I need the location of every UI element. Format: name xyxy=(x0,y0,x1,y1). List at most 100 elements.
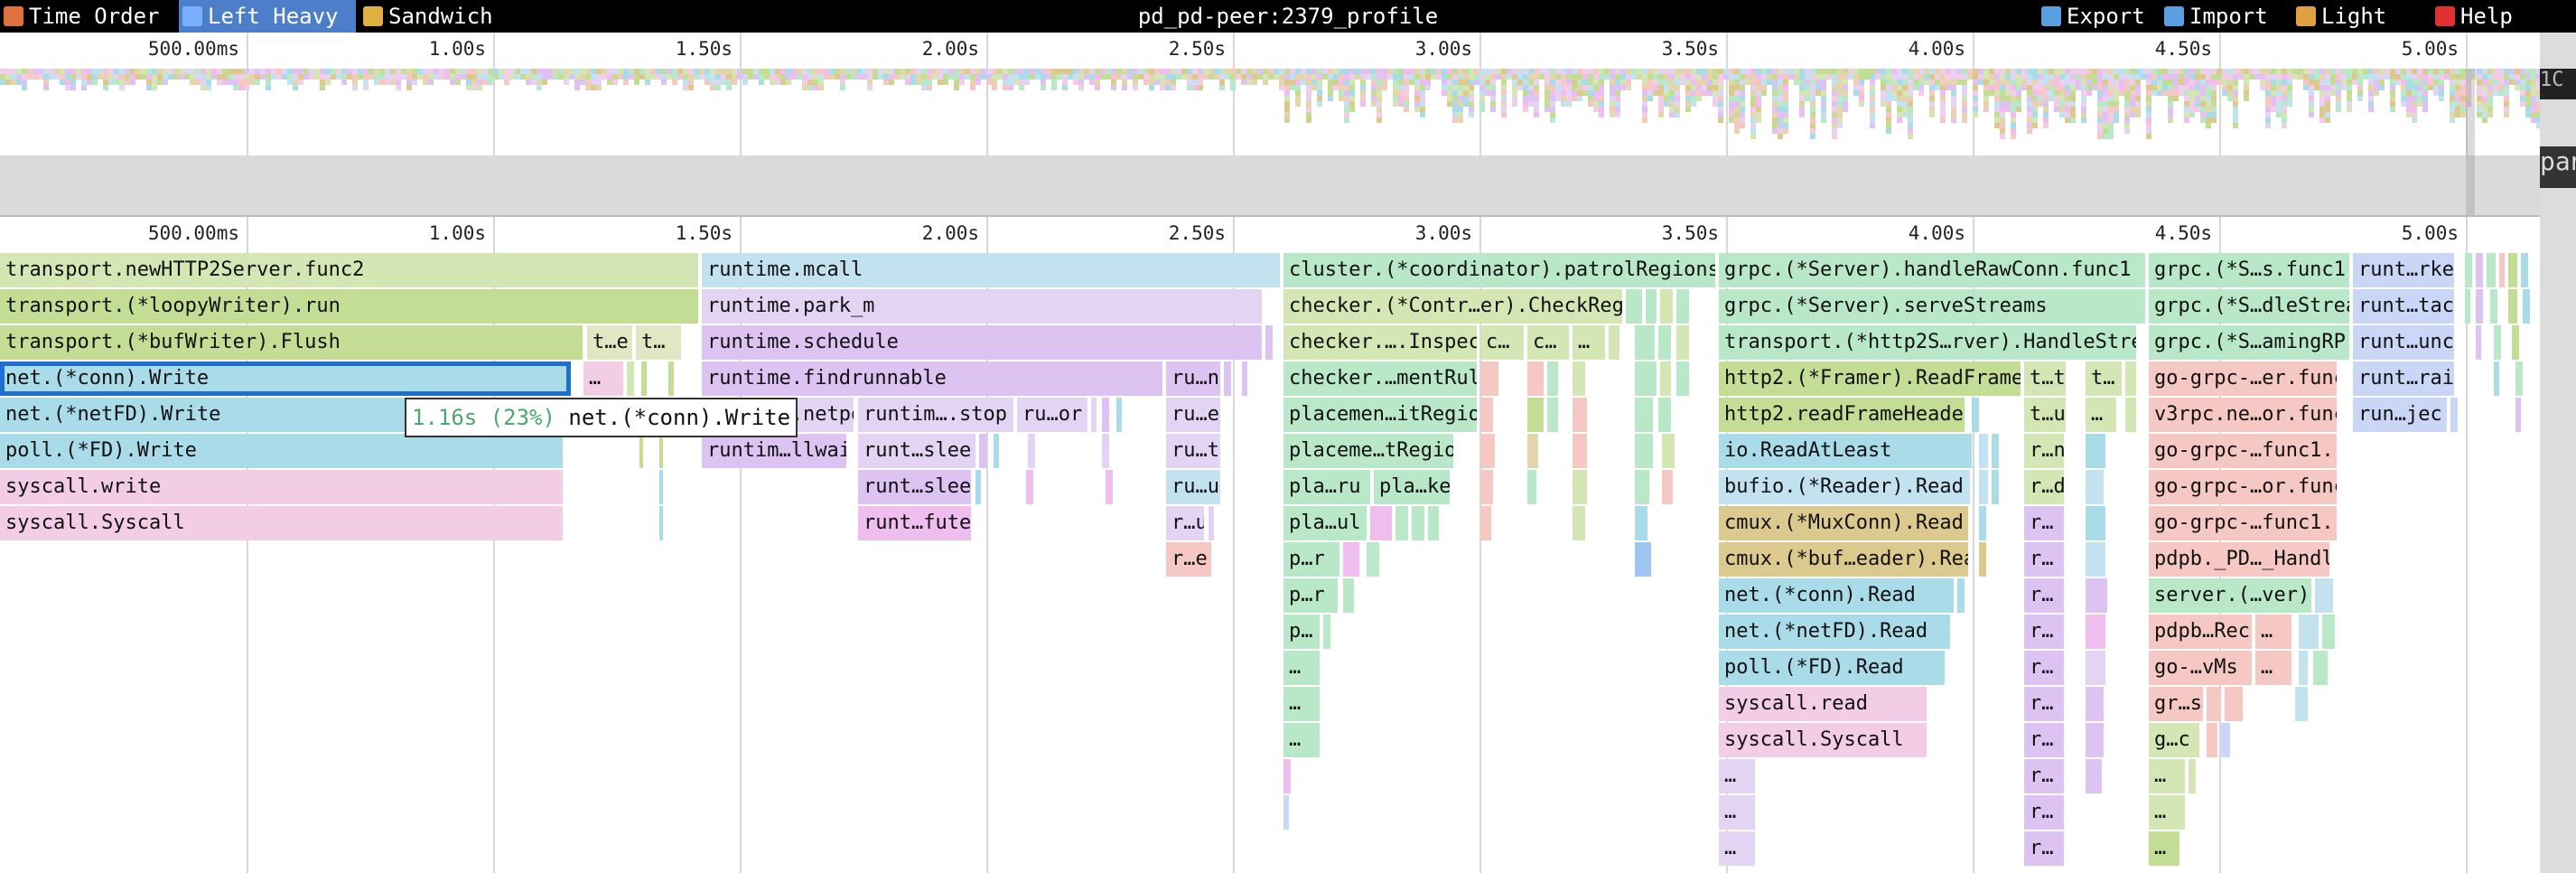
flame-frame[interactable]: pdpb._PD…_Handle xyxy=(2149,542,2329,577)
flame-frame[interactable]: grpc.(*Server).handleRawConn.func1 xyxy=(1719,253,2145,287)
flame-sliver[interactable] xyxy=(1676,289,1689,324)
flame-sliver[interactable] xyxy=(2086,759,2102,793)
flame-frame[interactable]: r… xyxy=(2024,615,2064,649)
flame-sliver[interactable] xyxy=(1547,361,1558,396)
flame-sliver[interactable] xyxy=(2086,506,2105,540)
flame-sliver[interactable] xyxy=(2086,434,2105,468)
flame-sliver[interactable] xyxy=(2521,253,2528,287)
flame-sliver[interactable] xyxy=(1573,470,1587,504)
flame-sliver[interactable] xyxy=(2494,361,2499,396)
flame-sliver[interactable] xyxy=(2295,687,2308,721)
flame-frame[interactable]: checker.(*Contr…er).CheckRegio xyxy=(1283,289,1622,324)
flame-frame[interactable]: pla…ul xyxy=(1283,506,1367,540)
flame-sliver[interactable] xyxy=(1412,506,1424,540)
flame-frame[interactable]: poll.(*FD).Read xyxy=(1719,651,1945,685)
light-theme-button[interactable]: Light xyxy=(2292,0,2406,33)
flame-sliver[interactable] xyxy=(2221,723,2230,757)
flame-sliver[interactable] xyxy=(1609,325,1619,360)
flame-frame[interactable]: … xyxy=(2255,651,2291,685)
flame-sliver[interactable] xyxy=(1635,361,1657,396)
flame-frame[interactable]: … xyxy=(2255,615,2291,649)
flame-sliver[interactable] xyxy=(1658,398,1671,432)
flame-sliver[interactable] xyxy=(1635,470,1649,504)
minimap-overview[interactable] xyxy=(0,69,2540,155)
flame-sliver[interactable] xyxy=(1660,289,1673,324)
flame-sliver[interactable] xyxy=(1635,506,1647,540)
flame-sliver[interactable] xyxy=(1992,470,1999,504)
flame-frame[interactable]: r… xyxy=(2024,542,2064,577)
flame-frame[interactable]: … xyxy=(2086,398,2116,432)
flame-sliver[interactable] xyxy=(2512,325,2519,360)
flame-frame[interactable]: r… xyxy=(2024,578,2064,613)
flame-sliver[interactable] xyxy=(1662,434,1675,468)
flame-frame[interactable]: c… xyxy=(1527,325,1569,360)
flame-sliver[interactable] xyxy=(1480,361,1498,396)
flame-frame[interactable]: r…d xyxy=(2024,470,2064,504)
flame-frame[interactable]: transport.(*http2S…rver).HandleStream xyxy=(1719,325,2136,360)
flame-sliver[interactable] xyxy=(1573,506,1585,540)
flame-frame[interactable]: runt…rke xyxy=(2353,253,2454,287)
flame-sliver[interactable] xyxy=(2086,687,2104,721)
flame-frame[interactable]: t…t xyxy=(2024,361,2066,396)
flame-frame[interactable]: p… xyxy=(1283,615,1320,649)
flame-frame[interactable]: ru…t xyxy=(1166,434,1220,468)
flame-frame[interactable]: pdpb…Rec xyxy=(2149,615,2252,649)
flame-frame[interactable]: syscall.Syscall xyxy=(0,506,563,540)
flame-sliver[interactable] xyxy=(2322,615,2335,649)
flame-sliver[interactable] xyxy=(2207,687,2221,721)
flame-frame[interactable]: run…jec xyxy=(2353,398,2447,432)
flame-frame[interactable]: grpc.(*S…s.func1. xyxy=(2149,253,2349,287)
flame-sliver[interactable] xyxy=(1323,615,1330,649)
flame-frame[interactable]: cmux.(*MuxConn).Read xyxy=(1719,506,1968,540)
flame-frame[interactable]: v3rpc.ne…or.func xyxy=(2149,398,2337,432)
flame-sliver[interactable] xyxy=(639,434,643,468)
flame-sliver[interactable] xyxy=(1957,578,1965,613)
flame-sliver[interactable] xyxy=(1527,470,1536,504)
flame-sliver[interactable] xyxy=(668,361,674,396)
flame-frame[interactable]: p…r xyxy=(1283,578,1338,613)
flame-frame[interactable]: runt…slee xyxy=(858,434,975,468)
flame-sliver[interactable] xyxy=(1209,506,1214,540)
flame-sliver[interactable] xyxy=(1660,361,1671,396)
flame-sliver[interactable] xyxy=(1979,542,1986,577)
flame-frame[interactable]: … xyxy=(2149,795,2185,830)
flame-sliver[interactable] xyxy=(1979,470,1988,504)
flame-sliver[interactable] xyxy=(2515,398,2521,432)
flame-frame[interactable]: go-grpc-…or.func xyxy=(2149,470,2337,504)
flame-sliver[interactable] xyxy=(627,361,634,396)
flame-sliver[interactable] xyxy=(1116,398,1122,432)
flame-sliver[interactable] xyxy=(1527,361,1544,396)
flame-sliver[interactable] xyxy=(1662,470,1673,504)
flame-sliver[interactable] xyxy=(1224,361,1231,396)
flame-frame[interactable]: … xyxy=(1283,651,1320,685)
time-order-button[interactable]: Time Order xyxy=(0,0,175,33)
flame-frame[interactable]: … xyxy=(1283,723,1320,757)
flame-sliver[interactable] xyxy=(1573,361,1585,396)
flame-frame[interactable]: io.ReadAtLeast xyxy=(1719,434,1972,468)
flame-sliver[interactable] xyxy=(1635,325,1655,360)
flame-frame[interactable]: transport.(*loopyWriter).run xyxy=(0,289,698,324)
flame-frame[interactable]: http2.(*Framer).ReadFrame xyxy=(1719,361,2021,396)
flame-sliver[interactable] xyxy=(2465,289,2470,324)
flame-frame[interactable]: net.(*netFD).Read xyxy=(1719,615,1950,649)
flame-sliver[interactable] xyxy=(2299,651,2308,685)
flame-sliver[interactable] xyxy=(2299,615,2319,649)
flame-sliver[interactable] xyxy=(1979,506,1986,540)
flame-frame[interactable]: g…c xyxy=(2149,723,2199,757)
flame-sliver[interactable] xyxy=(659,470,663,504)
import-button[interactable]: Import xyxy=(2161,0,2280,33)
flame-sliver[interactable] xyxy=(1028,434,1035,468)
flame-frame[interactable]: net.(*conn).Read xyxy=(1719,578,1954,613)
flame-sliver[interactable] xyxy=(1428,506,1439,540)
flame-sliver[interactable] xyxy=(1480,434,1495,468)
flame-frame[interactable]: placeme…tRegio xyxy=(1283,434,1453,468)
flame-frame[interactable]: http2.readFrameHeader xyxy=(1719,398,1965,432)
flame-sliver[interactable] xyxy=(1102,434,1109,468)
flame-sliver[interactable] xyxy=(1992,434,1999,468)
flame-frame[interactable]: t…u xyxy=(2024,398,2066,432)
flame-sliver[interactable] xyxy=(2494,325,2501,360)
flame-sliver[interactable] xyxy=(1635,434,1653,468)
flame-frame[interactable]: … xyxy=(583,361,623,396)
flame-frame[interactable]: r…e xyxy=(1166,542,1211,577)
flamegraph[interactable]: 500.00ms 1.00s 1.50s 2.00s 2.50s 3.00s 3.50s 4.… xyxy=(0,217,2540,873)
